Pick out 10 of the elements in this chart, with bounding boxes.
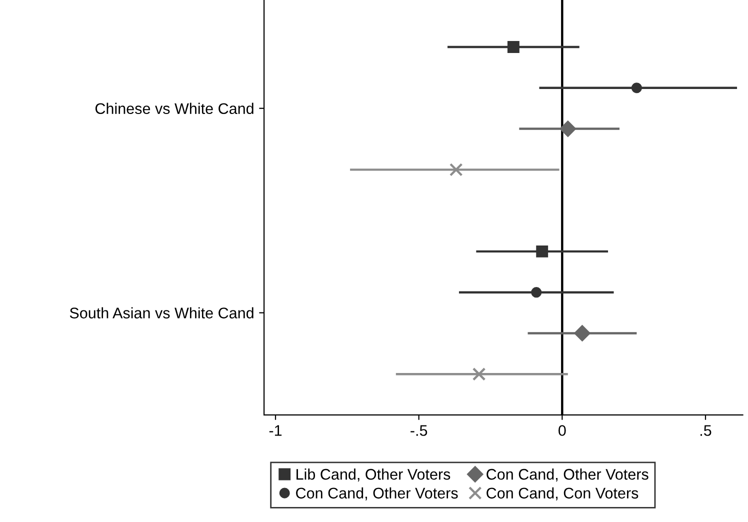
legend-label: Con Cand, Other Voters <box>296 487 458 500</box>
legend-label: Lib Cand, Other Voters <box>296 468 450 482</box>
x-tick-label: .5 <box>700 425 712 436</box>
x-tick-label: -1 <box>269 425 282 436</box>
x-tick-label: 0 <box>558 425 566 436</box>
x-tick-label: -.5 <box>410 425 428 436</box>
y-tick-label: Chinese vs White Cand <box>95 102 254 114</box>
y-tick-label: South Asian vs White Cand <box>70 307 254 318</box>
legend-label: Con Cand, Other Voters <box>486 468 648 482</box>
legend-label: Con Cand, Con Voters <box>486 487 638 500</box>
